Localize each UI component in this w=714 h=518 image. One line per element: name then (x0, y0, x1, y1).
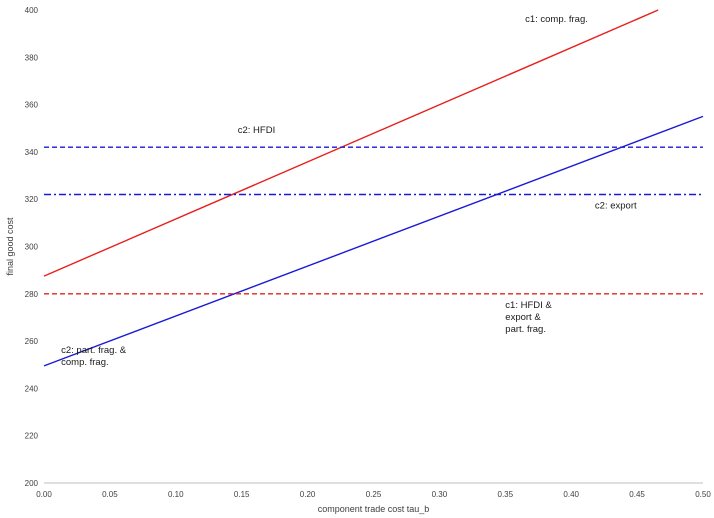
annotation-label: c1: comp. frag. (525, 14, 588, 25)
annotation-line: part. frag. (505, 324, 546, 335)
series-layer (43, 9, 704, 367)
x-tick-label: 0.20 (300, 490, 316, 499)
annotation-line: export & (505, 312, 541, 323)
annotation-line: c1: comp. frag. (525, 14, 588, 25)
annotation-line: c1: HFDI & (505, 300, 552, 311)
y-tick-label: 220 (25, 432, 39, 441)
annotation-label: c1: HFDI & export & part. frag. (505, 300, 552, 335)
annotations: c1: comp. frag. c2: HFDI c2: export c1: HFD… (61, 14, 637, 368)
x-tick-label: 0.35 (498, 490, 514, 499)
x-tick-label: 0.50 (695, 490, 711, 499)
annotation-line: c2: part. frag. & (61, 345, 127, 356)
x-tick-label: 0.25 (366, 490, 382, 499)
y-axis-ticks: 200 220 240 260 280 300 320 340 360 380 400 (25, 6, 39, 488)
annotation-label: c2: HFDI (238, 125, 275, 136)
y-axis-label: final good cost (5, 217, 15, 276)
x-axis-ticks: 0.00 0.05 0.10 0.15 0.20 0.25 0.30 0.35 0.40 0.45… (36, 490, 711, 499)
x-tick-label: 0.45 (629, 490, 645, 499)
x-tick-label: 0.15 (234, 490, 250, 499)
x-tick-label: 0.05 (102, 490, 118, 499)
y-tick-label: 260 (25, 337, 39, 346)
y-tick-label: 320 (25, 195, 39, 204)
annotation-label: c2: export (595, 201, 637, 212)
x-tick-label: 0.10 (168, 490, 184, 499)
x-axis-label: component trade cost tau_b (318, 504, 430, 514)
annotation-label: c2: part. frag. & comp. frag. (61, 345, 127, 368)
annotation-line: comp. frag. (61, 357, 109, 368)
y-tick-label: 340 (25, 148, 39, 157)
series-line-1 (43, 9, 659, 277)
y-tick-label: 360 (25, 101, 39, 110)
annotation-line: c2: HFDI (238, 125, 275, 136)
x-tick-label: 0.00 (36, 490, 52, 499)
y-tick-label: 240 (25, 384, 39, 393)
y-tick-label: 280 (25, 290, 39, 299)
y-tick-label: 380 (25, 53, 39, 62)
y-tick-label: 200 (25, 479, 39, 488)
series-line-2 (43, 115, 704, 367)
x-tick-label: 0.40 (563, 490, 579, 499)
y-tick-label: 300 (25, 243, 39, 252)
annotation-line: c2: export (595, 201, 637, 212)
x-tick-label: 0.30 (432, 490, 448, 499)
y-tick-label: 400 (25, 6, 39, 15)
